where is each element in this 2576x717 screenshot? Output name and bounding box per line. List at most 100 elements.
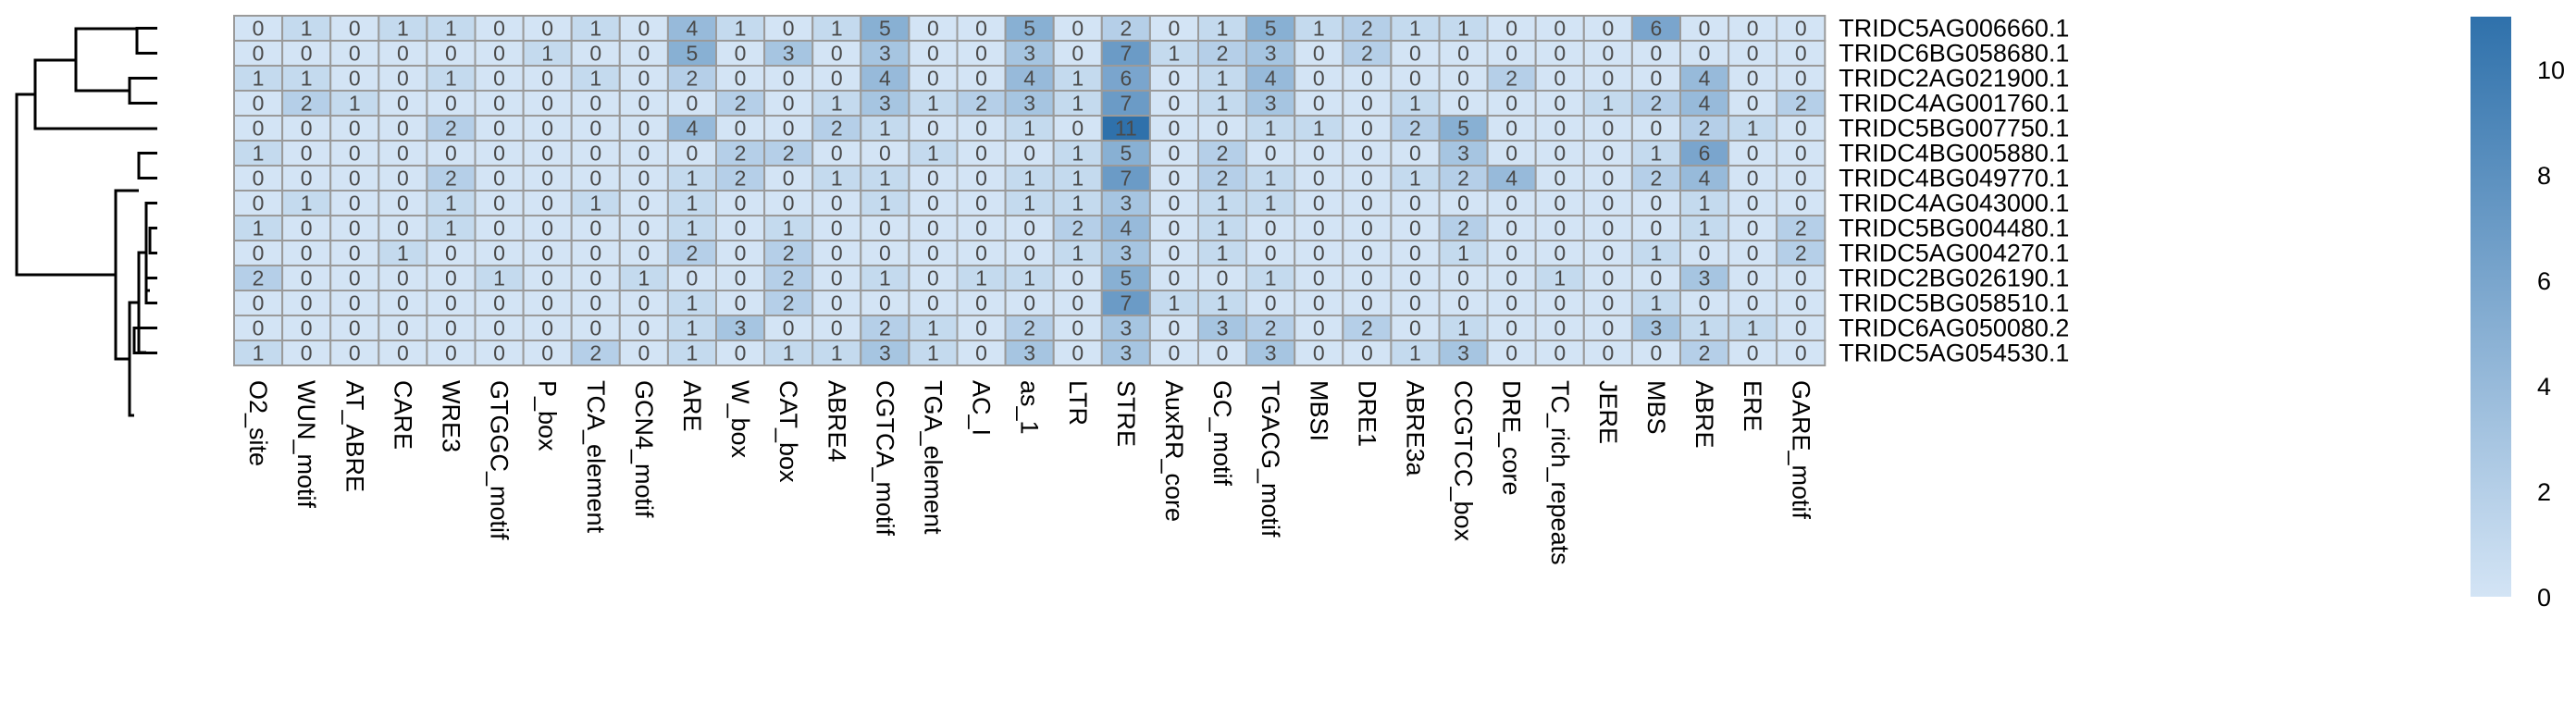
cell-value-label: 1 xyxy=(1265,192,1277,216)
heatmap-cell xyxy=(666,15,718,42)
cell-value-label: 0 xyxy=(1554,341,1566,365)
heatmap-cell xyxy=(1776,140,1827,167)
heatmap-cell xyxy=(522,315,573,341)
cell-value-label: 0 xyxy=(1457,291,1469,315)
cell-value-label: 2 xyxy=(1361,316,1373,340)
heatmap-cell xyxy=(329,290,380,316)
heatmap-cell xyxy=(956,90,1007,117)
column-label: AuxRR_core xyxy=(1160,380,1188,522)
cell-value-label: 0 xyxy=(927,266,939,291)
cell-value-label: 0 xyxy=(1747,192,1759,216)
heatmap-cell xyxy=(1100,40,1151,67)
heatmap-cell xyxy=(763,340,814,366)
dendrogram-branch xyxy=(132,327,157,354)
heatmap-cell xyxy=(811,340,862,366)
cell-value-label: 3 xyxy=(1023,92,1035,116)
column-label: CARE xyxy=(389,380,416,450)
cell-value-label: 0 xyxy=(783,17,795,41)
cell-value-label: 5 xyxy=(1457,117,1469,141)
heatmap-cell xyxy=(1342,290,1393,316)
cell-value-label: 0 xyxy=(1747,216,1759,241)
cell-value-label: 0 xyxy=(1505,241,1517,266)
cell-value-label: 0 xyxy=(1602,216,1614,241)
cell-value-label: 0 xyxy=(397,291,409,315)
cell-value-label: 1 xyxy=(879,266,891,291)
heatmap-cell xyxy=(763,15,814,42)
cell-value-label: 1 xyxy=(879,167,891,191)
cell-value-label: 0 xyxy=(445,241,457,266)
cell-value-label: 0 xyxy=(1409,316,1421,340)
heatmap-cell xyxy=(618,40,669,67)
cell-value-label: 0 xyxy=(1602,266,1614,291)
cell-value-label: 0 xyxy=(1505,117,1517,141)
cell-value-label: 0 xyxy=(493,117,505,141)
dendrogram-branch xyxy=(128,77,157,105)
heatmap-cell xyxy=(329,215,380,241)
cell-value-label: 0 xyxy=(253,316,265,340)
cell-value-label: 0 xyxy=(541,117,553,141)
row-label: TRIDC4AG043000.1 xyxy=(1839,190,2069,217)
cell-value-label: 0 xyxy=(445,42,457,66)
cell-value-label: 0 xyxy=(783,92,795,116)
cell-value-label: 0 xyxy=(1071,42,1084,66)
cell-value-label: 5 xyxy=(1120,266,1132,291)
heatmap-cell xyxy=(1438,190,1489,216)
heatmap-cell xyxy=(1342,165,1393,192)
heatmap-cell xyxy=(715,190,766,216)
cell-value-label: 0 xyxy=(1313,341,1325,365)
cell-value-label: 7 xyxy=(1120,42,1132,66)
cell-value-label: 0 xyxy=(589,142,601,166)
cell-value-label: 0 xyxy=(1023,291,1035,315)
cell-value-label: 1 xyxy=(253,142,265,166)
cell-value-label: 1 xyxy=(1217,241,1229,266)
colorbar-tick-label: 4 xyxy=(2537,373,2551,401)
cell-value-label: 0 xyxy=(301,117,313,141)
cell-value-label: 1 xyxy=(1023,117,1035,141)
cell-value-label: 1 xyxy=(397,241,409,266)
cell-value-label: 0 xyxy=(1505,42,1517,66)
heatmap-cell xyxy=(1630,340,1682,366)
cell-value-label: 0 xyxy=(397,341,409,365)
cell-value-label: 0 xyxy=(1795,142,1807,166)
cell-value-label: 0 xyxy=(541,241,553,266)
cell-value-label: 1 xyxy=(1217,291,1229,315)
heatmap-cell xyxy=(1245,115,1296,142)
cell-value-label: 0 xyxy=(975,216,987,241)
cell-value-label: 1 xyxy=(927,316,939,340)
heatmap-cell xyxy=(956,265,1007,291)
cell-value-label: 4 xyxy=(1023,67,1035,91)
cell-value-label: 0 xyxy=(253,92,265,116)
cell-value-label: 0 xyxy=(1265,291,1277,315)
cell-value-label: 0 xyxy=(927,241,939,266)
cell-value-label: 0 xyxy=(831,67,843,91)
heatmap-cell xyxy=(811,140,862,167)
heatmap-cell xyxy=(1486,315,1537,341)
cell-value-label: 0 xyxy=(1313,266,1325,291)
heatmap-cell xyxy=(1582,315,1633,341)
cell-value-label: 0 xyxy=(301,241,313,266)
cell-value-label: 1 xyxy=(445,192,457,216)
cell-value-label: 2 xyxy=(445,167,457,191)
cell-value-label: 0 xyxy=(735,216,747,241)
cell-value-label: 0 xyxy=(1409,142,1421,166)
cell-value-label: 3 xyxy=(1651,316,1663,340)
cell-value-label: 3 xyxy=(1217,316,1229,340)
heatmap-cell xyxy=(908,215,959,241)
cell-value-label: 1 xyxy=(783,216,795,241)
cell-value-label: 0 xyxy=(1602,316,1614,340)
column-label: W_box xyxy=(726,380,754,459)
heatmap-cell xyxy=(1052,265,1103,291)
heatmap-cell xyxy=(474,165,525,192)
heatmap-cell xyxy=(1679,190,1730,216)
cell-value-label: 0 xyxy=(735,192,747,216)
heatmap-cell xyxy=(1776,90,1827,117)
cell-value-label: 1 xyxy=(253,216,265,241)
cell-value-label: 0 xyxy=(1169,341,1181,365)
column-label: TGA_element xyxy=(919,380,947,535)
heatmap-cell xyxy=(1486,215,1537,241)
cell-value-label: 0 xyxy=(397,192,409,216)
cell-value-label: 0 xyxy=(1505,192,1517,216)
cell-value-label: 1 xyxy=(589,192,601,216)
cell-value-label: 1 xyxy=(1217,192,1229,216)
cell-value-label: 4 xyxy=(1699,167,1711,191)
